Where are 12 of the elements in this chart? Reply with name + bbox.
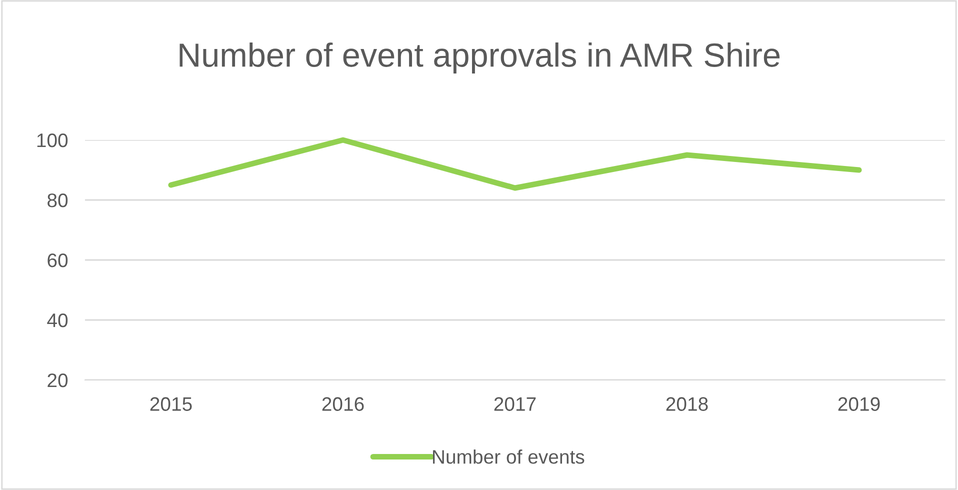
y-tick-label: 40 [47,313,68,328]
x-tick-label: 2018 [666,397,708,411]
y-tick-label: 100 [37,133,68,148]
x-tick-label: 2015 [150,397,192,411]
chart-title: Number of event approvals in AMR Shire [180,42,780,74]
y-tick-label: 80 [48,193,68,208]
legend-label: Number of events [433,449,584,464]
x-tick-label: 2016 [322,397,364,411]
y-tick-label: 20 [48,373,68,388]
y-tick-label: 60 [48,253,68,268]
x-tick-label: 2019 [838,397,880,411]
x-tick-label: 2017 [494,397,536,411]
